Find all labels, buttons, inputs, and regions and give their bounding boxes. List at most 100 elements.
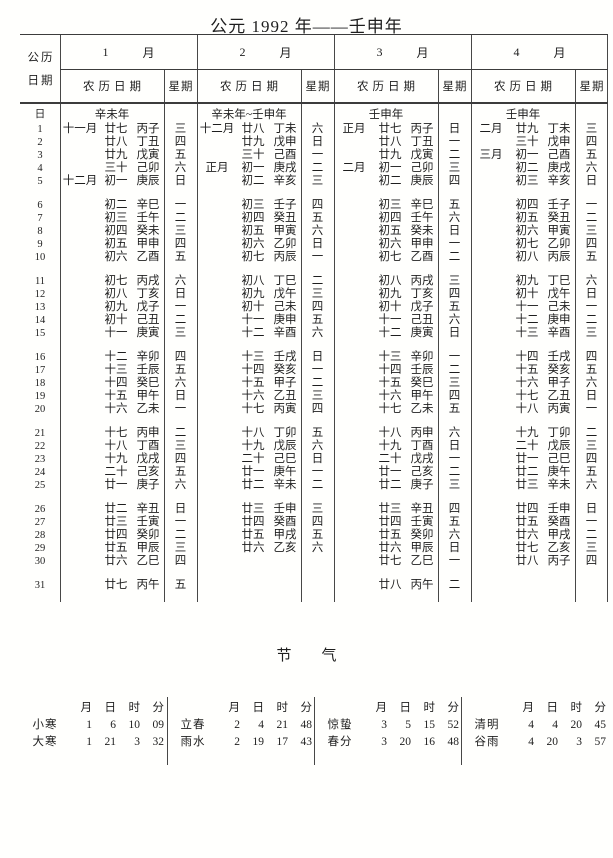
lunar-month: [334, 555, 374, 568]
day-number: 3: [37, 150, 43, 161]
weekday-cell: 日: [585, 175, 598, 187]
weekday-cell: 六: [311, 440, 324, 452]
day-number: 29: [34, 543, 46, 554]
year-label-row: 日 辛未年 辛未年~壬申年 壬申年 壬申年: [20, 108, 608, 122]
weekday-cell: 五: [174, 579, 187, 591]
weekday-cell: 三: [448, 162, 461, 174]
weekday-cell: 四: [585, 351, 598, 363]
month-cell: 初二 辛巳 一: [60, 199, 197, 212]
table-row: 17 十三 壬辰五十四 癸亥一十四 壬辰二十五 癸亥五: [20, 364, 608, 377]
lunar-date-header: 农历日期: [357, 80, 419, 93]
month-cell: 廿一 庚子 六: [60, 479, 197, 492]
lunar-month: [471, 503, 511, 516]
month-cell: 廿六 乙亥 六: [197, 542, 334, 555]
lunar-day: 十八: [378, 427, 402, 439]
lunar-day: [511, 579, 543, 592]
month-cell: 十七 乙丑 日: [471, 390, 608, 403]
weekday-cell: 六: [585, 162, 598, 174]
ganzhi-day: 甲辰: [410, 542, 434, 554]
ganzhi-day: 己亥: [136, 466, 160, 478]
lunar-month: [60, 275, 100, 288]
ganzhi-day: 乙亥: [273, 542, 297, 554]
ganzhi-day: 辛巳: [410, 199, 434, 211]
solar-term-col-header: 月: [228, 702, 241, 714]
ganzhi-day: 丁亥: [410, 288, 434, 300]
solar-term-col-header: 时: [423, 702, 436, 714]
lunar-day: 廿七: [515, 542, 539, 554]
weekday-cell: 四: [448, 175, 461, 187]
month-cell: 廿六 甲戌 二: [471, 529, 608, 542]
month-cell: 初五 癸丑 二: [471, 212, 608, 225]
ganzhi-day: 己巳: [273, 453, 297, 465]
lunar-day: 廿四: [515, 503, 539, 515]
lunar-month: [197, 275, 237, 288]
ganzhi-day: 壬申: [273, 503, 297, 515]
weekday-cell: 日: [174, 288, 187, 300]
weekday-cell: 一: [448, 555, 461, 567]
ganzhi-day: 庚寅: [136, 327, 160, 339]
table-row: 3 廿九 戊寅五三十 己酉一廿九 戊寅二三月 初一 己酉五: [20, 149, 608, 162]
ganzhi-day: 庚午: [273, 466, 297, 478]
table-row: 24 二十 己亥五廿一 庚午一廿一 己亥二廿二 庚午五: [20, 466, 608, 479]
lunar-month: [334, 453, 374, 466]
lunar-day: 初九: [241, 288, 265, 300]
weekday-cell: [164, 108, 197, 122]
lunar-day: 初八: [241, 275, 265, 287]
lunar-day: 十三: [104, 364, 128, 376]
solar-term-name-spacer: [315, 700, 365, 717]
ganzhi-day: 丁丑: [136, 136, 160, 148]
lunar-month: [60, 516, 100, 529]
lunar-month: [197, 175, 237, 188]
ganzhi-day: 戊寅: [136, 149, 160, 161]
lunar-day: 初一: [241, 162, 265, 174]
day-number: 20: [34, 404, 46, 415]
ganzhi-day: 甲子: [547, 377, 571, 389]
lunar-day: 初六: [104, 251, 128, 263]
month-cell: 十八 丁卯 五: [197, 427, 334, 440]
lunar-month: [334, 427, 374, 440]
lunar-month: [471, 364, 511, 377]
solar-term-col-header: 时: [128, 702, 141, 714]
lunar-day: 十六: [241, 390, 265, 402]
ganzhi-day: 甲寅: [547, 225, 571, 237]
weekday-cell: 五: [585, 364, 598, 376]
ganzhi-day: 癸卯: [410, 529, 434, 541]
weekday-cell: 日: [585, 503, 598, 515]
day-number: 23: [34, 454, 46, 465]
lunar-month: [471, 351, 511, 364]
month-cell: 廿二 庚午 五: [471, 466, 608, 479]
lunar-month: [334, 529, 374, 542]
lunar-day: 初七: [378, 251, 402, 263]
month-cell: 十三 壬辰 五: [60, 364, 197, 377]
month-cell: 廿八 丙子 四: [471, 555, 608, 568]
ganzhi-day: 乙未: [410, 403, 434, 415]
ganzhi-day: 癸亥: [273, 364, 297, 376]
lunar-day: 十三: [241, 351, 265, 363]
solar-term-col-header: 月: [522, 702, 535, 714]
month-cell: 十二 庚寅 日: [334, 327, 471, 340]
month-cell: 三十 己卯 六: [60, 162, 197, 175]
month-cell: 十九 戊戌 四: [60, 453, 197, 466]
weekday-cell: [301, 555, 334, 568]
lunar-month: [471, 555, 511, 568]
lunar-month: [334, 275, 374, 288]
ganzhi-day: 戊午: [547, 288, 571, 300]
month-cell: 十三 辛卯 一: [334, 351, 471, 364]
weekday-cell: 日: [174, 390, 187, 402]
lunar-month: [197, 453, 237, 466]
weekday-cell: 二: [585, 529, 598, 541]
weekday-cell: [301, 108, 334, 122]
lunar-day: 廿五: [104, 542, 128, 554]
lunar-day: 廿九: [241, 136, 265, 148]
month-cell: 廿五 癸卯 六: [334, 529, 471, 542]
weekday-cell: 四: [448, 288, 461, 300]
weekday-cell: 六: [311, 327, 324, 339]
lunar-month: [60, 542, 100, 555]
weekday-cell: 三: [311, 175, 324, 187]
table-row: 26 廿二 辛丑日廿三 壬申三廿三 辛丑四廿四 壬申日: [20, 503, 608, 516]
month-cell: 廿五 甲戌 五: [197, 529, 334, 542]
weekday-cell: 二: [311, 377, 324, 389]
month-cell: 十二月 廿八 丁未 六: [197, 123, 334, 136]
ganzhi-day: 己未: [273, 301, 297, 313]
solar-term-row: 立春 2 4 21 48: [168, 717, 314, 734]
